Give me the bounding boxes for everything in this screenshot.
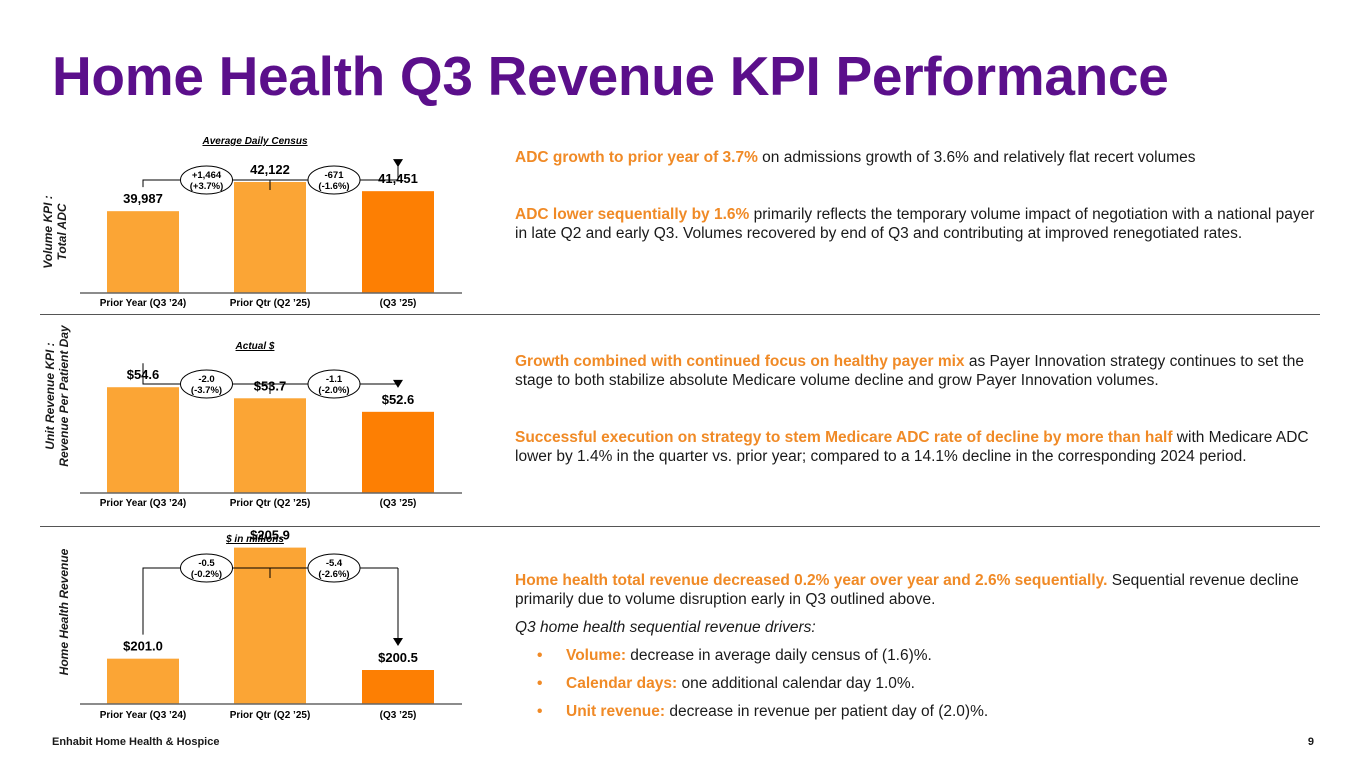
commentary-payer-mix: Growth combined with continued focus on … xyxy=(515,352,1315,390)
arrow-head-icon xyxy=(393,159,403,168)
commentary-medicare-adc: Successful execution on strategy to stem… xyxy=(515,428,1315,466)
page-number: 9 xyxy=(1307,736,1314,748)
delta-percent: (-2.6%) xyxy=(318,569,349,580)
data-label: $52.6 xyxy=(382,392,415,407)
data-label: $205.9 xyxy=(250,528,290,543)
bullet-text: decrease in revenue per patient day of (… xyxy=(665,703,989,720)
delta-oval xyxy=(307,165,361,195)
category-label: Prior Year (Q3 ’24) xyxy=(100,498,187,509)
data-label: $201.0 xyxy=(123,639,163,654)
delta-percent: (+3.7%) xyxy=(190,181,224,192)
category-label: Prior Year (Q3 ’24) xyxy=(100,298,187,309)
chart-title: Actual $ xyxy=(235,341,275,352)
chart-title: Average Daily Census xyxy=(201,136,307,147)
category-label: (Q3 ’25) xyxy=(380,298,417,309)
chart-1-svg: Average Daily Census 39,987 Prior Year (Q3… xyxy=(80,136,462,309)
highlight-text: Home health total revenue decreased 0.2%… xyxy=(515,572,1108,589)
delta-value: -1.1 xyxy=(326,374,343,385)
category-label: Prior Qtr (Q2 ’25) xyxy=(230,298,311,309)
bullet-label: Calendar days: xyxy=(566,675,678,692)
page-title: Home Health Q3 Revenue KPI Performance xyxy=(52,45,1169,107)
category-label: Prior Qtr (Q2 ’25) xyxy=(230,498,311,509)
chart-1-adc: Average Daily Census 39,987 Prior Year (Q3… xyxy=(40,130,470,314)
bar xyxy=(362,191,434,293)
footer-company-name: Enhabit Home Health & Hospice xyxy=(52,736,220,748)
commentary-adc-growth: ADC growth to prior year of 3.7% on admi… xyxy=(515,148,1315,167)
delta-value: -0.5 xyxy=(198,558,215,569)
section-divider xyxy=(40,314,1320,315)
delta-percent: (-3.7%) xyxy=(191,385,222,396)
delta-percent: (-1.6%) xyxy=(318,181,349,192)
chart-3-home-health-revenue: $ in millions $201.0 Prior Year (Q3 ’24) $2… xyxy=(40,528,470,724)
bar xyxy=(234,181,306,293)
chart-3-svg: $ in millions $201.0 Prior Year (Q3 ’24) $2… xyxy=(80,528,462,721)
delta-oval xyxy=(180,369,233,399)
data-label: 39,987 xyxy=(123,191,163,206)
category-label: Prior Qtr (Q2 ’25) xyxy=(230,710,311,721)
list-item: • Volume: decrease in average daily censu… xyxy=(515,646,1315,665)
bar xyxy=(107,387,179,493)
category-label: (Q3 ’25) xyxy=(380,710,417,721)
section-divider xyxy=(40,526,1320,527)
drivers-title: Q3 home health sequential revenue driver… xyxy=(515,619,816,636)
delta-value: +1,464 xyxy=(192,170,222,181)
delta-oval xyxy=(307,553,361,583)
highlight-text: Successful execution on strategy to stem… xyxy=(515,429,1173,446)
chart-2-revenue-per-patient-day: Actual $ $54.6 Prior Year (Q3 ’24) $53.7 Pri… xyxy=(40,334,470,516)
category-label: Prior Year (Q3 ’24) xyxy=(100,710,187,721)
bullet-icon: • xyxy=(537,703,543,720)
commentary-total-revenue: Home health total revenue decreased 0.2%… xyxy=(515,571,1315,730)
bullet-icon: • xyxy=(537,675,543,692)
bar xyxy=(107,211,179,293)
delta-value: -671 xyxy=(324,170,344,181)
bullet-label: Volume: xyxy=(566,647,626,664)
bar xyxy=(234,398,306,493)
delta-oval xyxy=(307,369,361,399)
delta-percent: (-0.2%) xyxy=(191,569,222,580)
list-item: • Calendar days: one additional calendar … xyxy=(515,674,1315,693)
body-text: as Payer Innovation strategy continues t… xyxy=(515,353,1305,389)
delta-percent: (-2.0%) xyxy=(318,385,349,396)
delta-value: -5.4 xyxy=(326,558,343,569)
bar xyxy=(362,670,434,704)
arrow-head-icon xyxy=(393,638,403,646)
bullet-label: Unit revenue: xyxy=(566,703,666,720)
data-label: 42,122 xyxy=(250,162,290,177)
body-text: with Medicare ADC lower by 1.4% in the q… xyxy=(515,429,1309,465)
delta-value: -2.0 xyxy=(198,374,214,385)
delta-oval xyxy=(180,553,233,583)
bar xyxy=(107,658,179,704)
body-text: Sequential revenue decline primarily due… xyxy=(515,572,1299,608)
chart-title: $ in millions xyxy=(225,534,284,545)
list-item: • Unit revenue: decrease in revenue per p… xyxy=(515,702,1315,721)
highlight-text: ADC lower sequentially by 1.6% xyxy=(515,206,750,223)
bullet-text: one additional calendar day 1.0%. xyxy=(677,675,915,692)
drivers-list: • Volume: decrease in average daily censu… xyxy=(515,646,1315,721)
delta-oval xyxy=(180,165,233,195)
bar xyxy=(362,411,434,493)
highlight-text: Growth combined with continued focus on … xyxy=(515,353,965,370)
bullet-icon: • xyxy=(537,647,543,664)
data-label: $200.5 xyxy=(378,650,418,665)
body-text: on admissions growth of 3.6% and relativ… xyxy=(757,149,1196,166)
body-text: primarily reflects the temporary volume … xyxy=(515,206,1315,242)
arrow-head-icon xyxy=(393,379,403,388)
bullet-text: decrease in average daily census of (1.6… xyxy=(626,647,932,664)
commentary-adc-sequential: ADC lower sequentially by 1.6% primarily… xyxy=(515,205,1315,243)
category-label: (Q3 ’25) xyxy=(380,498,417,509)
highlight-text: ADC growth to prior year of 3.7% xyxy=(515,149,758,166)
